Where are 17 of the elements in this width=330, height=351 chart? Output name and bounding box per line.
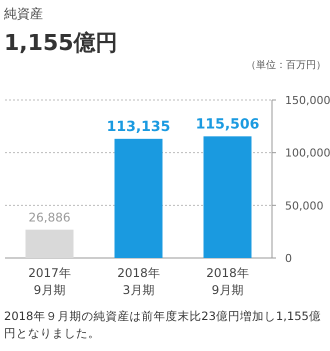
data-label: 115,506	[196, 116, 260, 132]
x-tick-label: 2017年 9月期	[28, 266, 71, 297]
y-tick-label: 150,000	[285, 94, 330, 107]
bar	[26, 230, 74, 258]
y-axis-title: （単位：百万円）	[246, 59, 326, 71]
x-tick-label: 2018年 9月期	[206, 266, 249, 297]
text: 2018年９月期の純資産は前年度末比23億円増加し1,155億円となりました。	[4, 308, 322, 342]
bar	[204, 136, 252, 258]
bar	[114, 138, 162, 258]
y-tick-label: 100,000	[285, 146, 330, 160]
y-tick-label: 50,000	[285, 199, 324, 212]
x-tick-label: 2018年 3月期	[117, 266, 160, 297]
chart-subtitle: 1,155億円	[4, 31, 118, 56]
y-tick-label: 0	[285, 252, 292, 265]
data-label: 26,886	[28, 210, 70, 225]
data-label: 113,135	[106, 118, 170, 135]
chart-title: 純資産	[4, 6, 43, 22]
